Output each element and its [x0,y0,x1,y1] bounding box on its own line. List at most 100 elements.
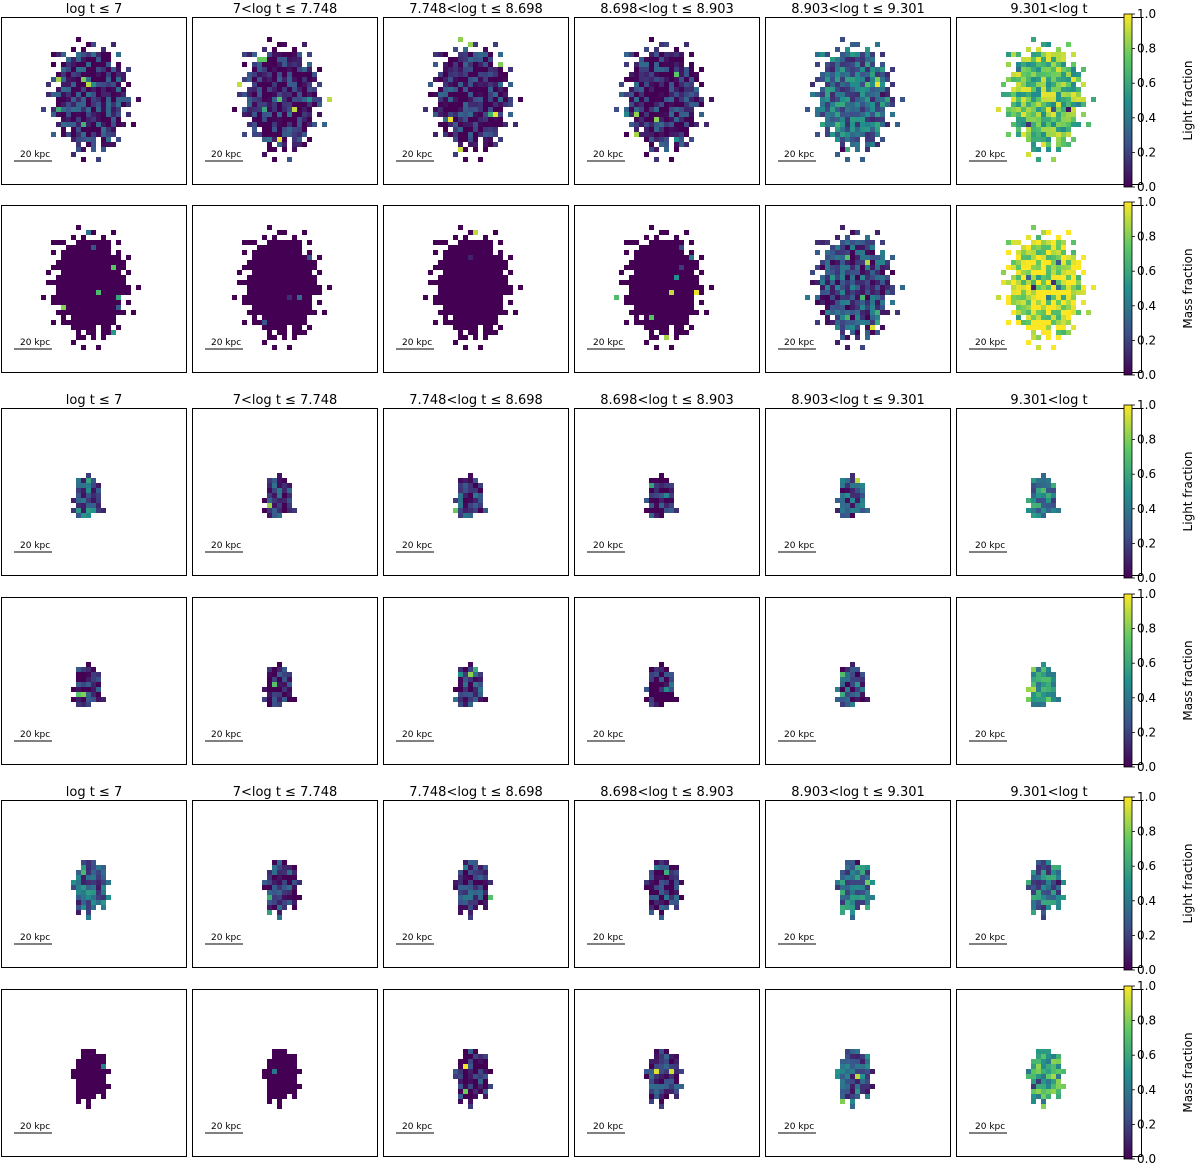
map-pixel [830,275,835,280]
map-pixel [473,290,478,295]
map-pixel [448,245,453,250]
map-pixel [458,692,463,697]
map-pixel [1046,1049,1051,1054]
map-pixel [86,87,91,92]
map-pixel [252,270,257,275]
map-pixel [473,1079,478,1084]
map-pixel [61,62,66,67]
map-pixel [302,67,307,72]
map-pixel [659,1059,664,1064]
map-pixel [1071,265,1076,270]
map-pixel [302,265,307,270]
map-pixel [453,295,458,300]
map-pixel [1081,300,1086,305]
map-pixel [840,885,845,890]
map-pixel [267,320,272,325]
map-pixel [488,290,493,295]
map-pixel [674,875,679,880]
map-pixel [840,315,845,320]
map-pixel [51,52,56,57]
map-pixel [272,112,277,117]
map-pixel [443,315,448,320]
map-pixel [307,255,312,260]
map-pixel [287,1054,292,1059]
map-pixel [679,107,684,112]
map-pixel [277,870,282,875]
map-pixel [1026,77,1031,82]
map-pixel [659,697,664,702]
map-pixel [56,77,61,82]
map-pixel [845,137,850,142]
panel-title: 8.698<log t ≤ 8.903 [600,2,734,17]
map-pixel [71,295,76,300]
map-pixel [855,260,860,265]
map-pixel [850,870,855,875]
map-pixel [1056,52,1061,57]
map-pixel [81,345,86,350]
map-pixel [81,235,86,240]
map-pixel [1051,1064,1056,1069]
map-pixel [1036,310,1041,315]
map-pixel [1071,62,1076,67]
map-pixel [81,82,86,87]
map-pixel [679,270,684,275]
map-pixel [850,1104,855,1109]
map-pixel [76,127,81,132]
map-pixel [865,320,870,325]
map-pixel [890,285,895,290]
map-pixel [262,305,267,310]
map-pixel [1041,702,1046,707]
map-pixel [1056,875,1061,880]
map-pixel [1046,672,1051,677]
map-pixel [267,52,272,57]
colorbar-tick-label: 0.6 [1137,264,1156,278]
map-pixel [478,72,483,77]
map-pixel [1046,255,1051,260]
map-pixel [835,310,840,315]
map-pixel [463,265,468,270]
map-pixel [106,92,111,97]
map-panel-r2-c3: 20 kpc [383,205,569,373]
map-pixel [870,52,875,57]
map-pixel [649,513,654,518]
map-pixel [272,488,277,493]
map-pixel [830,300,835,305]
map-pixel [860,92,865,97]
map-pixel [297,285,302,290]
map-pixel [468,915,473,920]
map-panel-r6-c5: 20 kpc [765,989,951,1157]
colorbar-tick-label: 0.4 [1137,502,1156,516]
map-pixel [639,72,644,77]
map-pixel [684,112,689,117]
map-pixel [272,1069,277,1074]
map-pixel [1021,132,1026,137]
map-pixel [458,895,463,900]
map-pixel [51,62,56,67]
map-pixel [91,687,96,692]
map-pixel [1031,285,1036,290]
map-pixel [679,295,684,300]
map-pixel [639,107,644,112]
map-pixel [860,315,865,320]
map-pixel [865,122,870,127]
map-pixel [46,270,51,275]
map-pixel [282,1064,287,1069]
map-pixel [855,280,860,285]
map-pixel [478,677,483,682]
map-pixel [91,880,96,885]
map-pixel [855,300,860,305]
map-pixel [272,92,277,97]
map-pixel [1006,265,1011,270]
colorbar-label: Light fraction [1181,452,1195,532]
map-pixel [262,152,267,157]
map-pixel [815,132,820,137]
map-pixel [483,285,488,290]
map-pixel [282,102,287,107]
map-pixel [493,265,498,270]
map-pixel [66,300,71,305]
map-pixel [659,62,664,67]
map-pixel [473,295,478,300]
map-pixel [830,250,835,255]
map-pixel [644,137,649,142]
